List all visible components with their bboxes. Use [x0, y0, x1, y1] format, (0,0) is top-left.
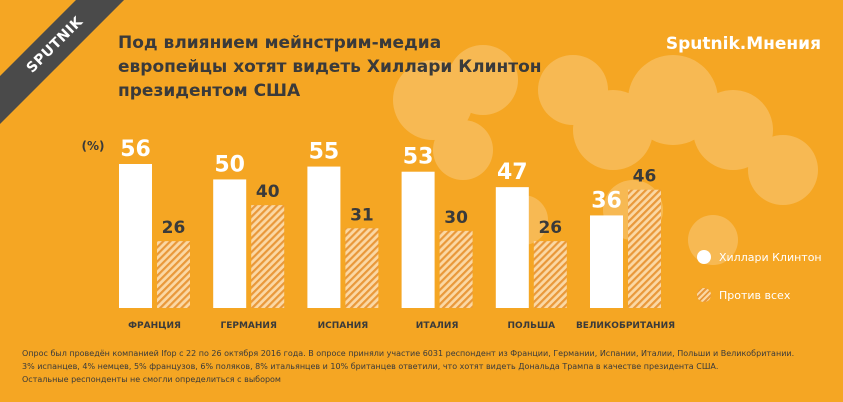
value-label-clinton-2: 50: [214, 152, 245, 177]
chart-title: Под влиянием мейнстрим-медиа европейцы х…: [118, 31, 638, 103]
value-label-against-all-6: 46: [633, 167, 657, 187]
value-label-against-all-1: 26: [162, 218, 186, 238]
footnote-line-1: Опрос был проведён компанией Ifop с 22 п…: [22, 349, 795, 358]
bar-against-all-5: [533, 241, 567, 308]
title-line-3: президентом США: [118, 81, 301, 101]
title-line-1: Под влиянием мейнстрим-медиа: [118, 33, 442, 53]
footnote-line-2: 3% испанцев, 4% немцев, 5% французов, 6%…: [22, 362, 719, 371]
legend-item-clinton: Хиллари Клинтон: [697, 248, 822, 266]
bar-against-all-4: [439, 230, 473, 308]
bar-clinton-3: [307, 166, 341, 308]
value-label-against-all-2: 40: [256, 182, 280, 202]
value-label-against-all-5: 26: [538, 218, 562, 238]
bar-against-all-3: [345, 228, 379, 308]
footnote-line-3: Остальные респонденты не смогли определи…: [22, 375, 281, 384]
bar-against-all-1: [157, 241, 190, 308]
brand-label: Sputnik.Мнения: [665, 34, 821, 54]
legend-item-against-all: Против всех: [697, 286, 822, 304]
legend-swatch-against-all: [697, 288, 711, 302]
category-label-1: ФРАНЦИЯ: [128, 321, 181, 331]
unit-label: (%): [82, 139, 105, 153]
value-label-clinton-3: 55: [309, 140, 340, 165]
bar-clinton-4: [401, 171, 435, 308]
title-line-2: европейцы хотят видеть Хиллари Клинтон: [118, 57, 542, 77]
legend-swatch-clinton: [697, 250, 711, 264]
value-label-clinton-1: 56: [120, 137, 151, 162]
bar-clinton-5: [495, 187, 529, 308]
value-label-clinton-5: 47: [497, 160, 528, 185]
value-label-clinton-4: 53: [403, 145, 434, 170]
bar-clinton-2: [213, 179, 247, 308]
legend-label-against-all: Против всех: [719, 288, 791, 302]
value-label-against-all-4: 30: [444, 208, 468, 228]
category-label-6: ВЕЛИКОБРИТАНИЯ: [576, 321, 675, 331]
category-label-3: ИСПАНИЯ: [318, 321, 369, 331]
footnote: Опрос был проведён компанией Ifop с 22 п…: [22, 347, 822, 386]
category-label-4: ИТАЛИЯ: [416, 321, 459, 331]
legend-label-clinton: Хиллари Клинтон: [719, 250, 822, 264]
bar-clinton-6: [590, 215, 623, 308]
legend: Хиллари Клинтон Против всех: [697, 248, 822, 324]
bar-against-all-6: [628, 189, 661, 308]
bar-against-all-2: [251, 205, 285, 308]
value-label-against-all-3: 31: [350, 205, 374, 225]
category-label-2: ГЕРМАНИЯ: [220, 321, 276, 331]
value-label-clinton-6: 36: [591, 188, 622, 213]
bar-clinton-1: [119, 164, 152, 308]
category-label-5: ПОЛЬША: [507, 321, 555, 331]
